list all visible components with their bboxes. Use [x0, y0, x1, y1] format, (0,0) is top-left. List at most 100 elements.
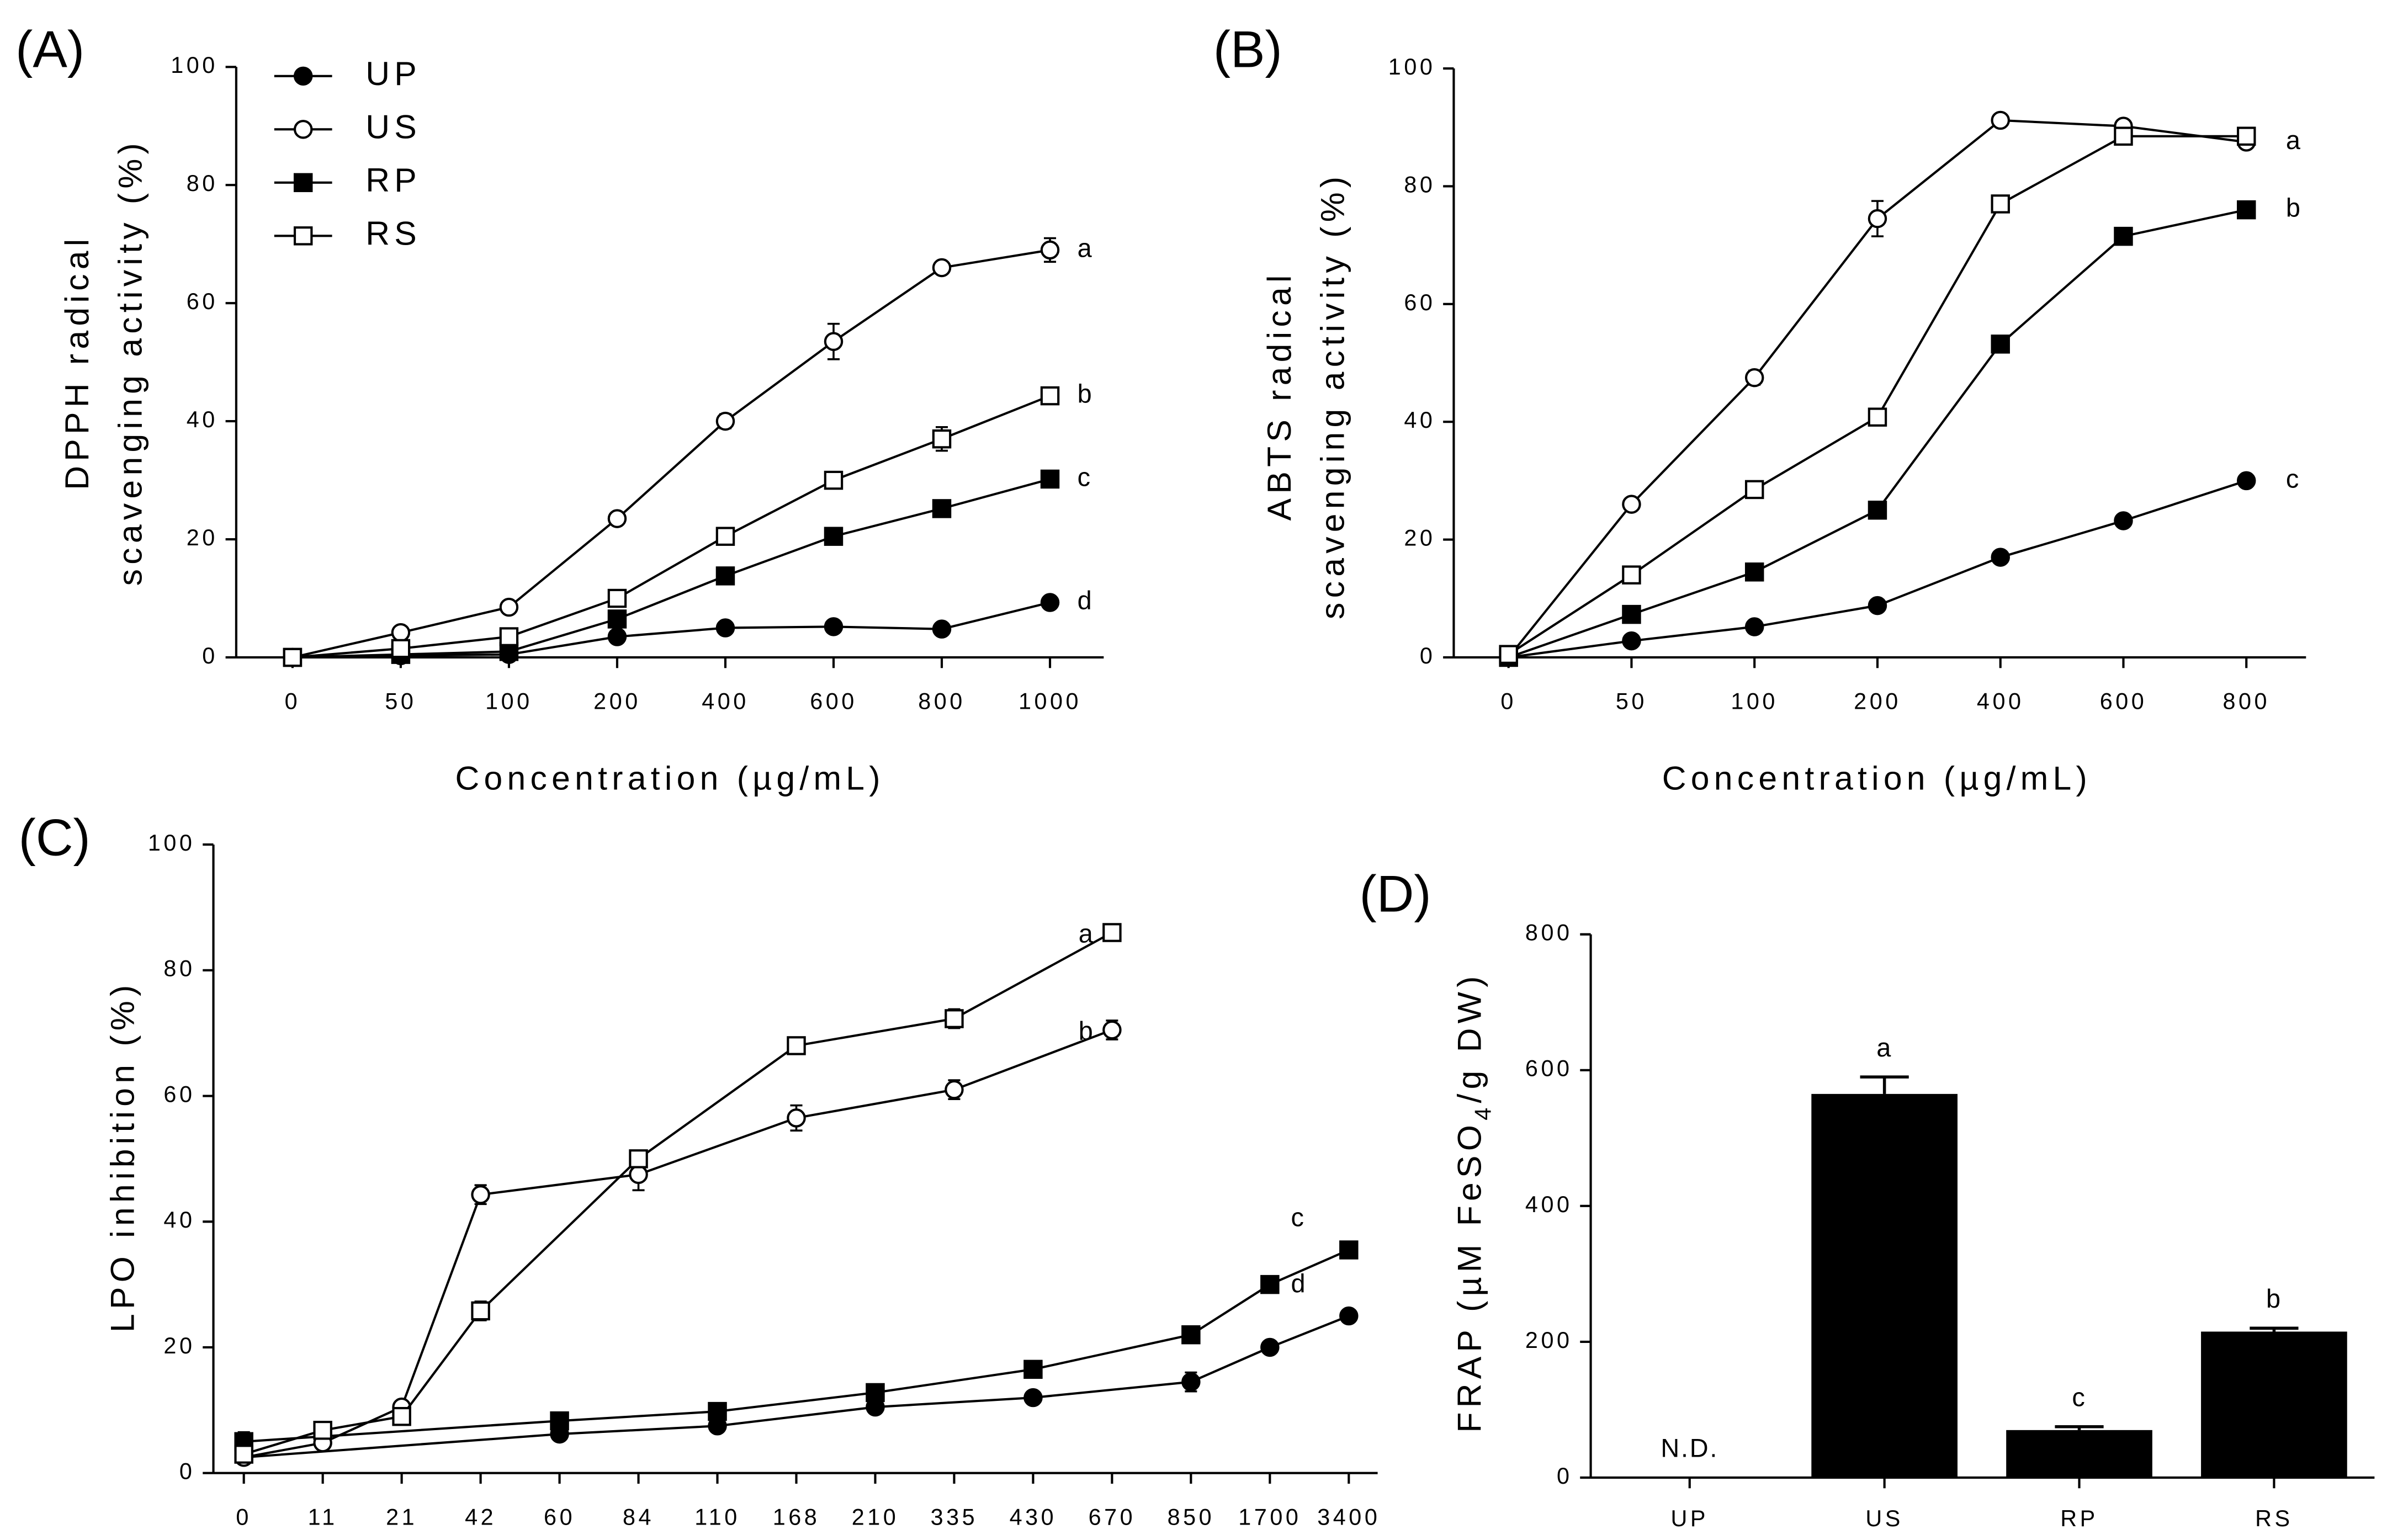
- point: [1260, 1337, 1280, 1357]
- point: [932, 619, 952, 639]
- significance-letter: d: [1078, 586, 1092, 615]
- point: [824, 617, 844, 636]
- legend-label: RP: [365, 161, 421, 199]
- x-tick-label: 0: [236, 1504, 252, 1530]
- x-tick-label: 800: [2222, 689, 2270, 714]
- y-tick-label: 100: [148, 830, 195, 856]
- point: [2237, 126, 2256, 146]
- series-line: [243, 1315, 1350, 1459]
- x-tick-label: 1700: [1238, 1504, 1301, 1530]
- x-tick-label: 0: [1500, 689, 1516, 714]
- bar-annotation: c: [2072, 1383, 2086, 1411]
- point: [1991, 548, 2010, 567]
- point: [1023, 1360, 1043, 1379]
- point: [1040, 386, 1060, 406]
- y-axis-label: scavenging activity (%): [111, 139, 148, 586]
- x-tick-label: 50: [1616, 689, 1647, 714]
- point: [1622, 565, 1641, 585]
- point: [2237, 200, 2256, 220]
- point: [1991, 194, 2010, 214]
- point: [715, 566, 735, 586]
- x-tick-label: 60: [544, 1504, 575, 1530]
- error-bar: [2055, 1425, 2104, 1430]
- y-axis-label: LPO inhibition (%): [104, 980, 141, 1332]
- point: [1181, 1372, 1201, 1392]
- bar-annotation: a: [1876, 1033, 1892, 1062]
- point: [715, 618, 735, 638]
- y-tick-label: 40: [163, 1207, 195, 1233]
- y-tick-label: 0: [179, 1459, 195, 1484]
- point: [715, 411, 735, 431]
- panel-label: (D): [1360, 864, 1431, 922]
- significance-letter: c: [2286, 464, 2299, 493]
- point: [391, 639, 411, 659]
- y-tick-label: 400: [1525, 1192, 1573, 1217]
- point: [824, 332, 844, 351]
- x-tick-label: 210: [852, 1504, 899, 1530]
- significance-letter: c: [1291, 1203, 1304, 1232]
- x-tick-label: 200: [593, 689, 641, 714]
- point: [1744, 562, 1764, 582]
- x-tick-label: 100: [1731, 689, 1778, 714]
- y-axis-label-part: 4: [1470, 1103, 1495, 1121]
- point: [824, 470, 844, 490]
- x-tick-label: 335: [931, 1504, 978, 1530]
- legend-marker: [293, 120, 313, 139]
- point: [1744, 480, 1764, 500]
- point: [1744, 617, 1764, 636]
- y-tick-label: 0: [1420, 643, 1436, 668]
- x-tick-label: 200: [1854, 689, 1901, 714]
- legend-marker: [293, 173, 313, 193]
- point: [1868, 596, 1887, 615]
- point: [313, 1421, 332, 1440]
- panel-label: (A): [15, 20, 84, 78]
- point: [1260, 1275, 1280, 1294]
- x-tick-label: RP: [2060, 1506, 2098, 1531]
- bar: [2006, 1430, 2152, 1478]
- point: [499, 627, 519, 646]
- point: [1339, 1306, 1359, 1326]
- error-bar: [2250, 1326, 2299, 1332]
- x-tick-label: 11: [308, 1504, 338, 1530]
- point: [945, 1009, 964, 1028]
- y-tick-label: 20: [163, 1333, 195, 1358]
- point: [1102, 1020, 1122, 1040]
- significance-letter: b: [2286, 193, 2300, 222]
- point: [824, 527, 844, 546]
- x-tick-label: US: [1865, 1506, 1903, 1531]
- y-tick-label: 80: [187, 171, 218, 196]
- x-tick-label: 42: [465, 1504, 496, 1530]
- legend-label: RS: [365, 214, 421, 252]
- significance-letter: b: [1079, 1017, 1093, 1045]
- point: [1622, 495, 1641, 514]
- y-tick-label: 0: [202, 643, 218, 668]
- point: [391, 623, 411, 642]
- y-tick-label: 100: [171, 52, 218, 78]
- y-tick-label: 0: [1557, 1463, 1573, 1489]
- point: [1499, 645, 1518, 664]
- series-line: [292, 395, 1051, 659]
- x-tick-label: 50: [385, 689, 416, 714]
- series-line: [243, 1029, 1113, 1459]
- legend-label: UP: [365, 55, 421, 92]
- point: [1040, 593, 1060, 612]
- panel-label: (B): [1213, 20, 1282, 78]
- point: [1744, 368, 1764, 387]
- y-tick-label: 60: [1404, 290, 1435, 315]
- y-tick-label: 40: [1404, 407, 1435, 433]
- point: [1868, 209, 1887, 229]
- point: [550, 1411, 569, 1431]
- y-tick-label: 800: [1525, 920, 1573, 946]
- y-tick-label: 100: [1388, 54, 1436, 79]
- x-tick-label: 3400: [1317, 1504, 1380, 1530]
- point: [499, 597, 519, 617]
- x-tick-label: 850: [1168, 1504, 1215, 1530]
- x-tick-label: 600: [810, 689, 857, 714]
- series-line: [1508, 209, 2247, 659]
- point: [1040, 469, 1060, 489]
- y-tick-label: 40: [187, 407, 218, 432]
- x-tick-label: 400: [702, 689, 749, 714]
- x-axis-label: Concentration (µg/mL): [455, 759, 885, 796]
- point: [787, 1108, 806, 1128]
